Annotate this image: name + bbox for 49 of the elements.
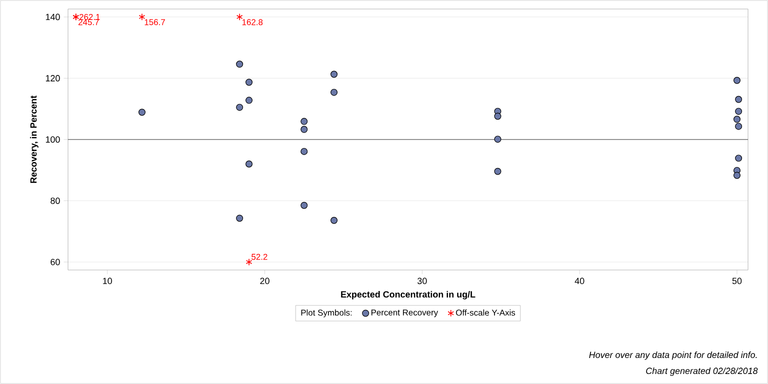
point bbox=[735, 122, 742, 130]
point bbox=[246, 78, 253, 86]
point bbox=[236, 214, 244, 222]
point bbox=[735, 96, 742, 103]
y-tick-label: 120 bbox=[46, 75, 60, 82]
point bbox=[735, 154, 742, 162]
annotation: 245.7 bbox=[78, 19, 99, 26]
y-tick-label: 100 bbox=[46, 136, 60, 143]
x-tick-label: 30 bbox=[418, 278, 427, 284]
point bbox=[494, 112, 502, 120]
legend-label: Percent Recovery bbox=[371, 310, 438, 318]
point bbox=[300, 126, 308, 133]
legend-label: Off-scale Y-Axis bbox=[456, 309, 516, 316]
point bbox=[330, 216, 338, 224]
point bbox=[330, 70, 338, 78]
point bbox=[733, 172, 740, 179]
point bbox=[236, 13, 243, 21]
point bbox=[733, 116, 740, 123]
annotation: 162.8 bbox=[242, 19, 263, 26]
x-axis-title: Expected Concentration in ug/L bbox=[341, 290, 476, 300]
annotation: 156.7 bbox=[144, 19, 165, 26]
point bbox=[236, 60, 244, 68]
point bbox=[246, 258, 252, 266]
point bbox=[300, 202, 308, 209]
x-tick-label: 40 bbox=[574, 278, 584, 284]
y-axis-title: Recovery, in Percent bbox=[30, 96, 38, 183]
point bbox=[330, 88, 338, 96]
annotation: 52.2 bbox=[252, 254, 268, 260]
point bbox=[236, 104, 244, 111]
y-tick-label: 60 bbox=[50, 258, 60, 266]
point bbox=[733, 76, 740, 84]
annotation: 262.1 bbox=[79, 14, 100, 20]
text: Hover over any data point for detailed info. bbox=[589, 351, 757, 360]
x-tick-label: 10 bbox=[103, 278, 112, 284]
point bbox=[494, 168, 502, 175]
x-tick-label: 20 bbox=[260, 278, 270, 284]
y-tick-label: 80 bbox=[50, 198, 60, 204]
point bbox=[735, 108, 742, 115]
point bbox=[246, 96, 253, 104]
text: Chart generated 02/28/2018 bbox=[646, 367, 758, 376]
point bbox=[246, 160, 253, 168]
point bbox=[138, 108, 146, 116]
x-tick-label: 50 bbox=[732, 278, 742, 284]
point bbox=[300, 118, 308, 125]
point bbox=[138, 13, 146, 21]
y-tick-label: 140 bbox=[46, 14, 60, 20]
point bbox=[300, 148, 308, 155]
legend-title: Plot Symbols: bbox=[301, 309, 352, 318]
point bbox=[494, 136, 502, 143]
